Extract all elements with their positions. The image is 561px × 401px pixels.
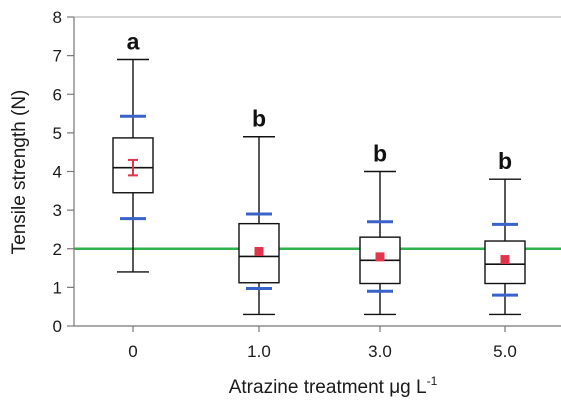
mean-marker [500, 255, 510, 265]
x-tick-label: 3.0 [368, 342, 392, 361]
y-tick-label: 0 [53, 317, 62, 336]
y-tick-label: 1 [53, 278, 62, 297]
y-tick-label: 3 [53, 201, 62, 220]
significance-letter: a [127, 28, 140, 54]
y-tick-label: 4 [53, 163, 62, 182]
x-axis-title-main: Atrazine treatment μg L [229, 377, 427, 398]
x-tick-label: 5.0 [493, 342, 517, 361]
significance-letter: b [373, 141, 387, 167]
box-group: a [112, 28, 154, 273]
x-tick-label: 0 [128, 342, 137, 361]
mean-marker [375, 252, 385, 262]
y-tick-label: 6 [53, 85, 62, 104]
y-tick-label: 2 [53, 240, 62, 259]
significance-letter: b [252, 106, 266, 132]
y-axis-title: Tensile strength (N) [9, 90, 30, 255]
y-tick-label: 8 [53, 8, 62, 27]
y-tick-label: 7 [53, 47, 62, 66]
x-axis-title-superscript: -1 [427, 374, 438, 388]
box-group: b [238, 106, 280, 316]
axes: 0 1 2 3 4 5 6 7 8 0 1.0 3.0 5.0 [53, 8, 561, 361]
box-group: b [484, 148, 526, 316]
x-axis-title: Atrazine treatment μg L-1 [229, 374, 438, 398]
y-tick-label: 5 [53, 124, 62, 143]
box-group: b [359, 141, 401, 316]
significance-letter: b [498, 148, 512, 174]
mean-marker [254, 246, 264, 256]
plot-area: a b b b [112, 28, 526, 316]
x-tick-label: 1.0 [247, 342, 271, 361]
